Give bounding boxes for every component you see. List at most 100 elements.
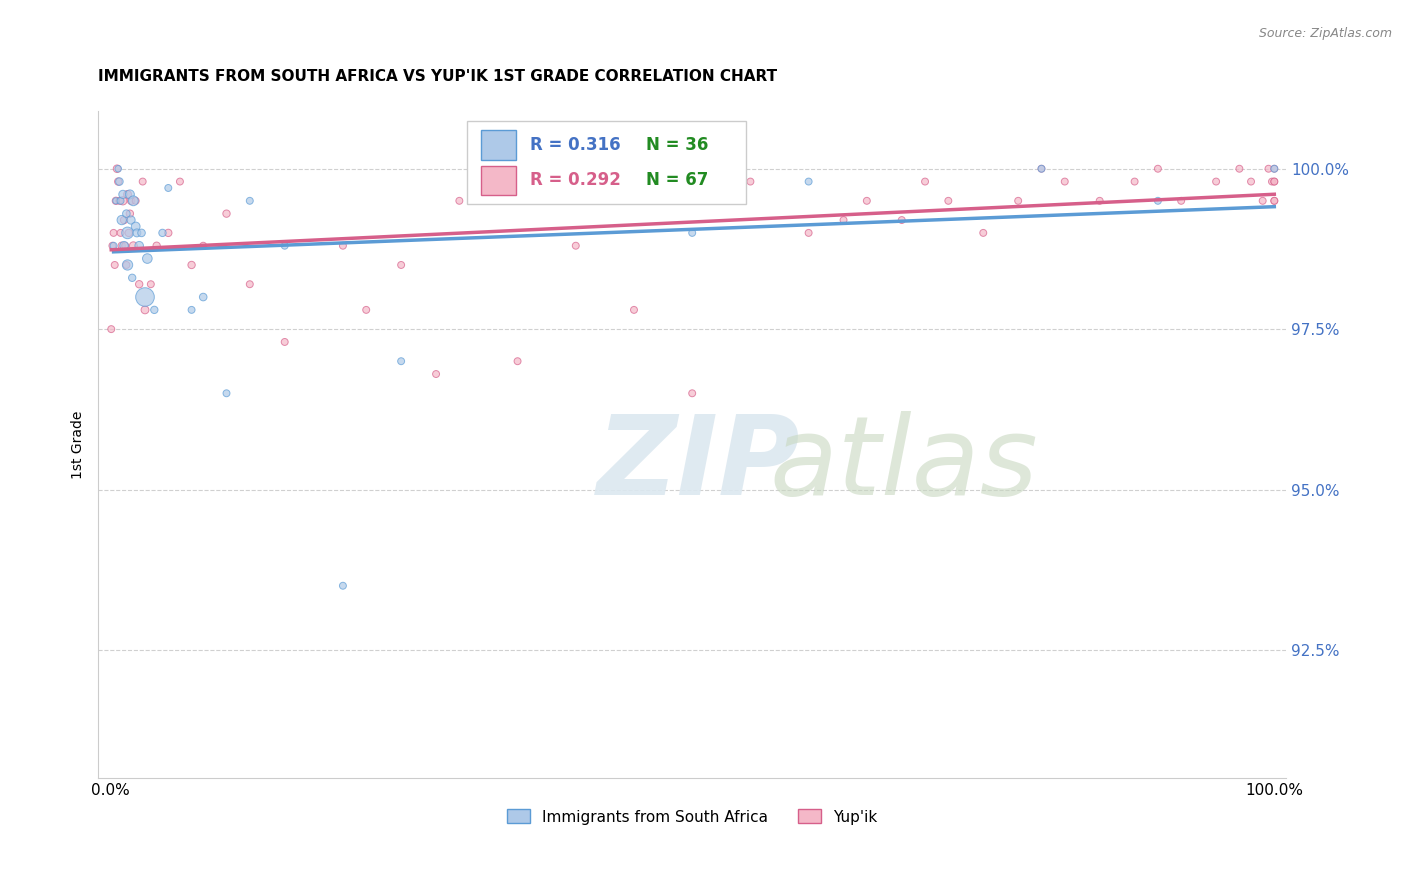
Point	[139, 277, 162, 292]
Point	[107, 161, 129, 176]
Point	[890, 213, 912, 227]
Point	[108, 194, 131, 208]
Point	[100, 322, 122, 336]
Point	[143, 302, 166, 317]
Point	[332, 579, 354, 593]
Point	[157, 181, 180, 195]
Point	[120, 194, 142, 208]
Point	[117, 187, 139, 202]
Point	[134, 290, 156, 304]
Text: R = 0.316: R = 0.316	[530, 136, 620, 153]
Point	[565, 238, 588, 252]
Point	[914, 175, 936, 189]
Point	[103, 238, 125, 252]
Point	[111, 213, 134, 227]
Text: Source: ZipAtlas.com: Source: ZipAtlas.com	[1258, 27, 1392, 40]
Point	[215, 207, 238, 221]
Point	[125, 226, 148, 240]
Point	[125, 219, 148, 234]
Point	[118, 226, 141, 240]
Point	[131, 226, 153, 240]
Point	[936, 194, 959, 208]
Point	[120, 213, 142, 227]
Point	[112, 238, 135, 252]
Text: N = 67: N = 67	[645, 171, 709, 189]
Point	[740, 175, 762, 189]
Point	[506, 354, 529, 368]
Point	[115, 258, 138, 272]
Point	[107, 175, 129, 189]
Point	[1170, 194, 1192, 208]
Point	[110, 194, 132, 208]
Point	[169, 175, 191, 189]
Point	[152, 226, 174, 240]
Point	[104, 258, 127, 272]
Point	[180, 302, 202, 317]
Point	[681, 386, 703, 401]
Point	[832, 213, 855, 227]
Point	[122, 238, 145, 252]
Point	[105, 161, 128, 176]
Point	[273, 334, 295, 349]
Point	[1263, 161, 1285, 176]
Point	[1263, 175, 1285, 189]
Point	[131, 175, 153, 189]
Point	[118, 207, 141, 221]
FancyBboxPatch shape	[481, 166, 516, 195]
Point	[273, 238, 295, 252]
Point	[1251, 194, 1274, 208]
Point	[104, 194, 127, 208]
Point	[136, 252, 159, 266]
FancyBboxPatch shape	[467, 121, 745, 204]
Point	[128, 238, 150, 252]
Point	[239, 194, 262, 208]
Point	[193, 238, 215, 252]
Point	[128, 277, 150, 292]
Point	[1257, 161, 1279, 176]
Point	[1007, 194, 1029, 208]
Text: IMMIGRANTS FROM SOUTH AFRICA VS YUP'IK 1ST GRADE CORRELATION CHART: IMMIGRANTS FROM SOUTH AFRICA VS YUP'IK 1…	[98, 70, 778, 85]
Point	[117, 226, 139, 240]
Y-axis label: 1st Grade: 1st Grade	[72, 410, 86, 479]
Point	[239, 277, 262, 292]
Point	[354, 302, 377, 317]
Point	[125, 194, 148, 208]
Point	[1123, 175, 1146, 189]
Point	[1263, 175, 1285, 189]
Point	[115, 207, 138, 221]
Point	[623, 302, 645, 317]
Point	[180, 258, 202, 272]
Point	[117, 258, 139, 272]
Point	[681, 226, 703, 240]
FancyBboxPatch shape	[481, 130, 516, 160]
Point	[111, 187, 134, 202]
Point	[215, 386, 238, 401]
Point	[1263, 194, 1285, 208]
Point	[118, 187, 141, 202]
Text: ZIP: ZIP	[598, 411, 800, 518]
Point	[856, 194, 879, 208]
Point	[332, 238, 354, 252]
Point	[1229, 161, 1251, 176]
Point	[1031, 161, 1053, 176]
Point	[110, 226, 132, 240]
Text: N = 36: N = 36	[645, 136, 709, 153]
Point	[121, 270, 143, 285]
Point	[972, 226, 994, 240]
Point	[1205, 175, 1227, 189]
Point	[389, 354, 412, 368]
Text: R = 0.292: R = 0.292	[530, 171, 620, 189]
Point	[104, 194, 127, 208]
Point	[797, 226, 820, 240]
Legend: Immigrants from South Africa, Yup'ik: Immigrants from South Africa, Yup'ik	[501, 804, 884, 830]
Point	[114, 238, 136, 252]
Point	[797, 175, 820, 189]
Point	[1240, 175, 1263, 189]
Point	[122, 194, 145, 208]
Point	[1147, 194, 1170, 208]
Point	[111, 194, 134, 208]
Point	[449, 194, 471, 208]
Point	[1263, 194, 1285, 208]
Point	[108, 175, 131, 189]
Point	[111, 238, 134, 252]
